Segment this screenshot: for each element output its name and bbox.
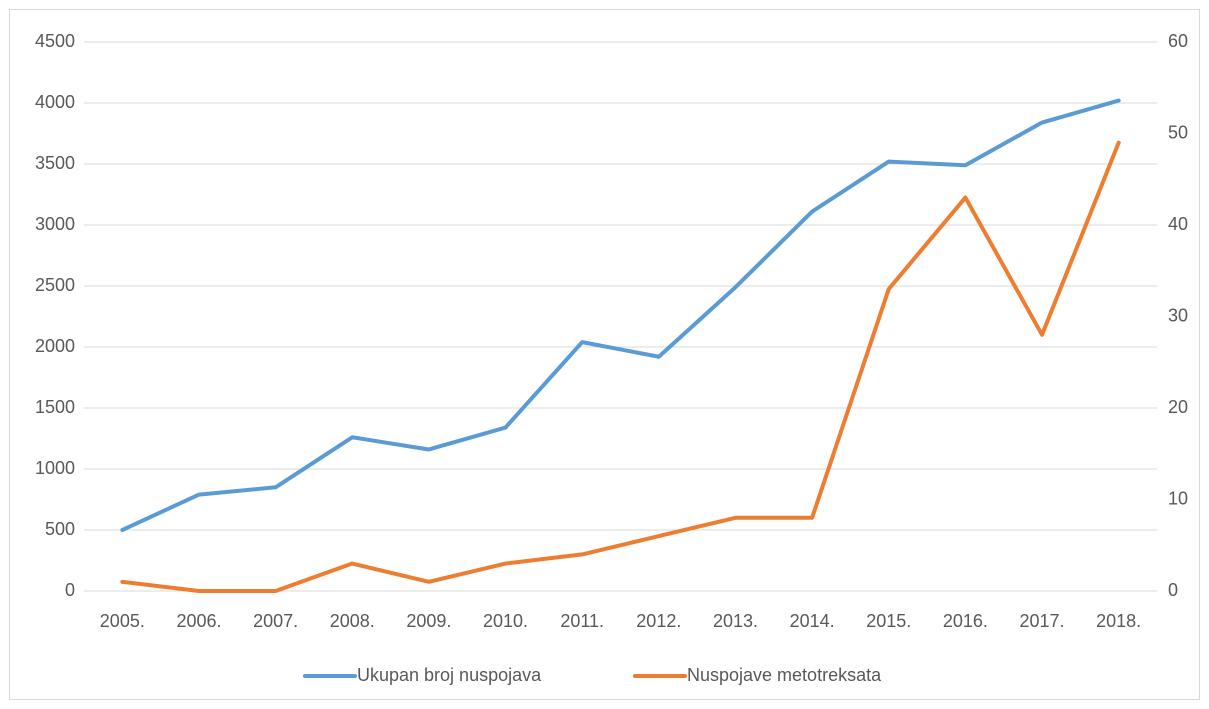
y-tick-label: 0 [65,580,75,600]
x-tick-label: 2012. [636,611,681,631]
y-tick-label: 1500 [35,397,75,417]
x-tick-label: 2015. [866,611,911,631]
series-line [120,98,1121,532]
y2-tick-label: 40 [1168,214,1188,234]
chart-border [9,9,1200,700]
y2-tick-label: 50 [1168,122,1188,142]
y-tick-label: 1000 [35,458,75,478]
x-tick-label: 2013. [713,611,758,631]
x-tick-label: 2017. [1020,611,1065,631]
y2-tick-label: 60 [1168,31,1188,51]
series-line [120,140,1121,593]
y-tick-label: 3500 [35,153,75,173]
y2-tick-label: 30 [1168,305,1188,325]
x-tick-label: 2016. [943,611,988,631]
x-tick-label: 2009. [406,611,451,631]
y-tick-label: 4500 [35,31,75,51]
x-tick-label: 2006. [176,611,221,631]
x-tick-label: 2007. [253,611,298,631]
legend-label: Ukupan broj nuspojava [357,665,542,685]
x-tick-label: 2008. [330,611,375,631]
x-tick-label: 2018. [1096,611,1141,631]
y-tick-label: 2500 [35,275,75,295]
y2-tick-label: 20 [1168,397,1188,417]
x-tick-label: 2005. [100,611,145,631]
x-tick-label: 2010. [483,611,528,631]
y-tick-label: 3000 [35,214,75,234]
y-tick-label: 500 [45,519,75,539]
y2-tick-label: 10 [1168,488,1188,508]
y2-tick-label: 0 [1168,580,1178,600]
x-tick-label: 2014. [790,611,835,631]
legend-label: Nuspojave metotreksata [687,665,882,685]
x-tick-label: 2011. [560,611,604,631]
y-tick-label: 2000 [35,336,75,356]
y-tick-label: 4000 [35,92,75,112]
